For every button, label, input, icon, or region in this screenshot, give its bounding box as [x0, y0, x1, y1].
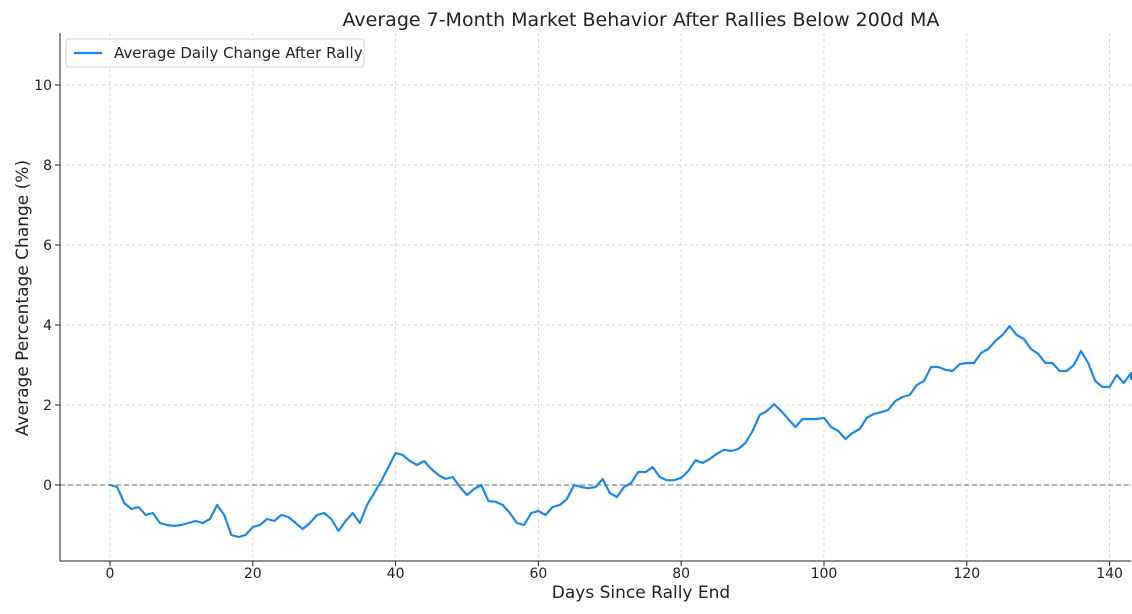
legend-box — [65, 38, 365, 68]
x-axis-label: Days Since Rally End — [552, 583, 730, 603]
x-tick-label: 40 — [387, 566, 405, 582]
x-tick-label: 60 — [529, 566, 547, 582]
legend-label: Average Daily Change After Rally — [114, 44, 363, 62]
x-tick-label: 100 — [811, 566, 838, 582]
x-tick-label: 20 — [244, 566, 262, 582]
y-tick-label: 6 — [43, 238, 52, 254]
ticks-layer: 0 20 40 60 80 100 120 140 0 2 4 6 8 10 — [34, 78, 1123, 582]
chart-title: Average 7-Month Market Behavior After Ra… — [343, 9, 940, 31]
series-line — [108, 325, 1132, 539]
y-tick-label: 0 — [43, 478, 52, 494]
y-tick-label: 4 — [43, 318, 52, 334]
axes-layer — [59, 33, 1131, 562]
x-tick-label: 140 — [1096, 566, 1123, 582]
y-tick-label: 2 — [43, 398, 52, 414]
grid-layer — [60, 33, 1131, 561]
series-layer — [108, 325, 1132, 539]
x-tick-label: 120 — [953, 566, 980, 582]
x-tick-label: 0 — [106, 566, 115, 582]
y-tick-label: 10 — [34, 78, 52, 94]
y-axis-label: Average Percentage Change (%) — [13, 160, 33, 436]
x-tick-label: 80 — [672, 566, 690, 582]
legend: Average Daily Change After Rally — [65, 38, 365, 68]
y-tick-label: 8 — [43, 158, 52, 174]
